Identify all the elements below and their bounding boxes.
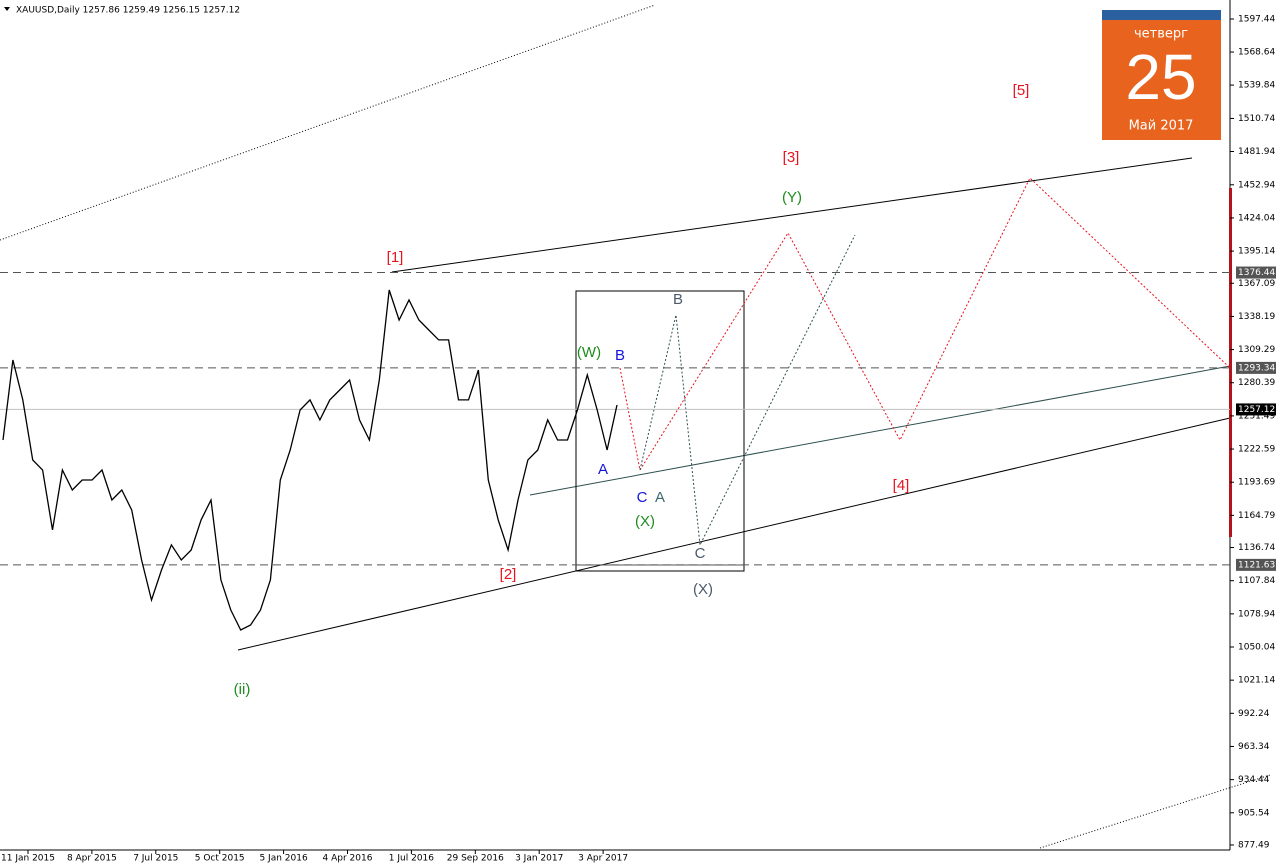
x-tick-label: 4 Apr 2016: [323, 854, 373, 864]
trendline-lower: [237, 417, 1231, 651]
calendar-day: 25: [1125, 41, 1196, 113]
y-tick-label: 1452.94: [1238, 180, 1275, 190]
x-tick-label: 1 Jul 2016: [389, 854, 434, 864]
wave-label: [2]: [500, 566, 517, 583]
forecast-path: [619, 177, 1231, 472]
calendar-month: Май 2017: [1129, 119, 1194, 134]
wave-label: [1]: [387, 249, 404, 266]
wave-label: (X): [693, 581, 713, 598]
level-box: [1236, 558, 1276, 571]
y-tick-label: 992.24: [1238, 709, 1270, 719]
trendline-upper: [391, 157, 1193, 273]
x-tick-label: 3 Jan 2017: [515, 854, 563, 864]
y-tick-label: 1280.39: [1238, 378, 1275, 388]
range-bar: [1229, 188, 1232, 537]
price-line: [2, 289, 618, 631]
wave-label: (X): [635, 513, 655, 530]
y-tick-label: 1338.19: [1238, 312, 1275, 322]
level-box: [1236, 266, 1276, 279]
wave-label: [5]: [1013, 82, 1030, 99]
wave-label: (W): [577, 344, 601, 361]
wave-label: (Y): [782, 189, 802, 206]
y-tick-label: 1251.49: [1238, 411, 1275, 421]
y-tick-label: 1481.94: [1238, 147, 1275, 157]
calendar-widget: четверг 25 Май 2017: [1102, 10, 1221, 140]
x-tick-label: 3 Apr 2017: [578, 854, 628, 864]
y-tick-label: 1309.29: [1238, 345, 1275, 355]
trendline-middle: [529, 365, 1231, 496]
x-tick-label: 11 Jan 2015: [1, 854, 55, 864]
wave-label: (ii): [234, 681, 251, 698]
drawings: [0, 4, 1271, 849]
x-tick-label: 5 Oct 2015: [195, 854, 245, 864]
x-tick-label: 5 Jan 2016: [259, 854, 307, 864]
y-tick-label: 1193.69: [1238, 478, 1275, 488]
wave-label: B: [673, 291, 683, 308]
y-tick-label: 1395.14: [1238, 247, 1275, 257]
box: [575, 290, 745, 572]
y-tick-label: 1539.84: [1238, 81, 1275, 91]
y-tick-label: 1597.44: [1238, 14, 1275, 24]
x-tick-label: 7 Jul 2015: [133, 854, 178, 864]
level-box: [1236, 403, 1276, 416]
wave-label: B: [615, 347, 625, 364]
y-tick-label: 1107.84: [1238, 576, 1275, 586]
y-tick-label: 1568.64: [1238, 48, 1275, 58]
y-tick-label: 1510.74: [1238, 114, 1275, 124]
y-tick-label: 1164.79: [1238, 511, 1275, 521]
channel-bottom: [1039, 774, 1271, 849]
level-label: 1293.34: [1238, 363, 1275, 373]
channel-top: [0, 4, 656, 241]
y-tick-label: 1021.14: [1238, 676, 1275, 686]
y-tick-label: 1222.59: [1238, 445, 1275, 455]
header: XAUUSD,Daily 1257.86 1259.49 1256.15 125…: [16, 6, 240, 16]
y-tick-label: 1367.09: [1238, 279, 1275, 289]
annotations: [1][2][3][4][5](ii)(W)(Y)(X)(X)ABC ABC: [234, 82, 1030, 698]
wave-label: [3]: [783, 149, 800, 166]
y-tick-label: 963.34: [1238, 742, 1270, 752]
wave-label: [4]: [893, 477, 910, 494]
wave-label: C: [637, 489, 648, 506]
y-tick-label: 1050.04: [1238, 643, 1275, 653]
y-tick-label: 877.49: [1238, 840, 1270, 850]
header-arrow: [4, 7, 10, 11]
calendar-weekday: четверг: [1134, 27, 1188, 42]
y-tick-label: 905.54: [1238, 808, 1270, 818]
level-label: 1257.12: [1238, 405, 1275, 415]
wave-label: A: [655, 489, 665, 506]
y-tick-label: 1078.94: [1238, 609, 1275, 619]
calendar-body: [1102, 10, 1221, 140]
x-tick-label: 8 Apr 2015: [67, 854, 117, 864]
y-tick-label: 1136.74: [1238, 543, 1275, 553]
y-tick-label: 1424.04: [1238, 213, 1275, 223]
x-tick-label: 29 Sep 2016: [447, 854, 504, 864]
level-box: [1236, 361, 1276, 374]
level-label: 1121.63: [1238, 560, 1275, 570]
wave-label: A: [598, 461, 608, 478]
y-tick-label: 934.44: [1238, 775, 1270, 785]
wave-label: C: [695, 545, 706, 562]
calendar-rings: [1102, 10, 1221, 20]
level-label: 1376.44: [1238, 268, 1275, 278]
